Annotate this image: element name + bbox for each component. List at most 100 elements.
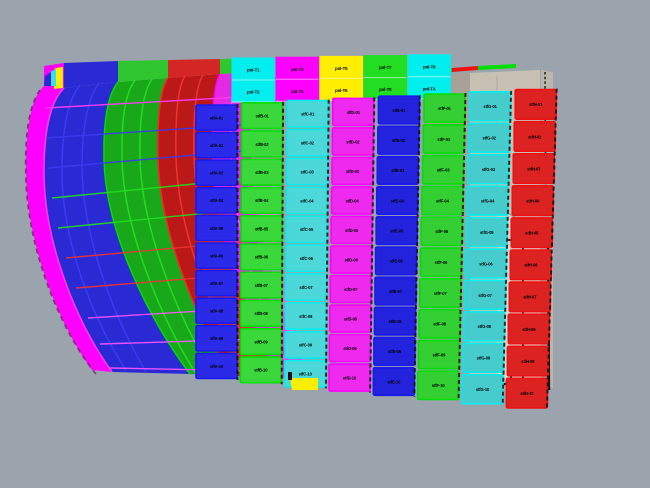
panel-cell[interactable]: stfB-03 bbox=[240, 158, 284, 186]
panel-cell-body[interactable] bbox=[464, 248, 508, 279]
panel-cell-body[interactable] bbox=[421, 154, 465, 185]
panel-cell[interactable]: stfF-05 bbox=[420, 216, 464, 247]
panel-cell[interactable]: stfB-05 bbox=[240, 214, 283, 243]
panel-cell[interactable]: stfD-07 bbox=[329, 274, 373, 304]
panel-cell-body[interactable] bbox=[376, 155, 420, 185]
panel-cell[interactable]: stfC-09 bbox=[284, 330, 327, 359]
panel-cell[interactable]: stfF-03 bbox=[421, 154, 465, 185]
panel-cell[interactable]: stfH-02 bbox=[513, 120, 557, 153]
top-row-cell[interactable]: pnl-T5 pnl-T6 bbox=[319, 55, 363, 101]
panel-cell-body[interactable] bbox=[195, 242, 238, 269]
panel-cell[interactable]: stfC-08 bbox=[284, 301, 328, 330]
panel-cell-body[interactable] bbox=[195, 187, 238, 214]
panel-cell[interactable]: stfG-09 bbox=[462, 342, 505, 374]
panel-cell[interactable]: stfF-01 bbox=[423, 93, 466, 124]
panel-cell[interactable]: stfF-06 bbox=[419, 247, 463, 278]
panel-cell[interactable]: stfF-09 bbox=[417, 339, 461, 370]
panel-cell-body[interactable] bbox=[330, 186, 374, 215]
panel-cell[interactable]: stfB-10 bbox=[239, 356, 283, 384]
panel-cell-body[interactable] bbox=[466, 185, 509, 216]
column-5-blue[interactable]: stfE-01 stfE-02 stfE-03 stfE-04 stfE-05 stfE-… bbox=[372, 95, 421, 397]
panel-cell-body[interactable] bbox=[372, 366, 416, 397]
panel-cell[interactable]: stfE-02 bbox=[377, 125, 420, 155]
panel-cell-body[interactable] bbox=[373, 336, 416, 366]
panel-cell[interactable]: stfA-09 bbox=[195, 324, 238, 352]
panel-cell[interactable]: stfC-07 bbox=[284, 273, 328, 302]
panel-cell[interactable]: stfF-02 bbox=[422, 124, 466, 154]
panel-cell[interactable]: stfA-02 bbox=[195, 131, 238, 159]
panel-cell[interactable]: stfE-01 bbox=[377, 95, 421, 125]
column-1-blue[interactable]: stfA-01 stfA-02 stfA-03 stfA-04 stfA-05 stfA-… bbox=[195, 104, 239, 380]
panel-cell[interactable]: stfH-03 bbox=[512, 152, 556, 185]
panel-cell[interactable]: stfH-06 bbox=[509, 249, 553, 281]
panel-cell-body[interactable] bbox=[195, 214, 238, 242]
panel-cell[interactable]: stfA-07 bbox=[195, 269, 238, 297]
panel-cell[interactable]: stfB-08 bbox=[239, 299, 283, 328]
panel-cell[interactable]: stfF-04 bbox=[421, 185, 464, 216]
column-8-red[interactable]: stfH-01 stfH-02 stfH-03 stfH-04 stfH-05 stfH-… bbox=[505, 88, 558, 410]
top-row-cell[interactable]: pnl-T1 pnl-T2 bbox=[231, 57, 275, 103]
panel-cell[interactable]: stfH-04 bbox=[511, 185, 555, 217]
panel-cell[interactable]: stfD-02 bbox=[331, 127, 375, 156]
panel-cell-body[interactable] bbox=[329, 304, 372, 333]
panel-cell[interactable]: stfG-01 bbox=[468, 91, 512, 122]
panel-cell-body[interactable] bbox=[195, 104, 238, 131]
panel-cell[interactable]: stfG-04 bbox=[466, 185, 509, 216]
panel-cell[interactable]: stfC-03 bbox=[285, 157, 329, 186]
panel-cell[interactable]: stfA-01 bbox=[195, 104, 238, 131]
panel-cell[interactable]: stfE-10 bbox=[372, 366, 416, 397]
column-7-cyan[interactable]: stfG-01 stfG-02 stfG-03 stfG-04 stfG-05 stfG-… bbox=[461, 90, 513, 406]
panel-cell[interactable]: stfC-04 bbox=[285, 186, 329, 215]
panel-cell[interactable]: stfG-05 bbox=[465, 216, 509, 248]
panel-cell[interactable]: stfB-06 bbox=[240, 243, 283, 271]
panel-cell-body[interactable] bbox=[416, 370, 460, 401]
panel-cell[interactable]: stfE-07 bbox=[374, 276, 417, 306]
panel-cell[interactable]: stfG-07 bbox=[463, 279, 507, 311]
panel-cell[interactable]: stfG-03 bbox=[467, 153, 510, 185]
panel-cell[interactable]: stfB-02 bbox=[240, 130, 284, 158]
panel-cell[interactable]: stfA-04 bbox=[195, 187, 238, 214]
panel-cell[interactable]: stfE-03 bbox=[376, 155, 420, 185]
panel-cell[interactable]: stfD-06 bbox=[329, 245, 373, 274]
panel-cell-body[interactable] bbox=[195, 131, 238, 159]
panel-cell[interactable]: stfD-01 bbox=[331, 97, 375, 127]
panel-cell[interactable]: stfA-03 bbox=[195, 159, 238, 187]
panel-cell[interactable]: stfH-01 bbox=[514, 88, 558, 120]
panel-cell-body[interactable] bbox=[374, 276, 417, 306]
panel-cell[interactable]: stfH-10 bbox=[505, 377, 549, 409]
panel-cell-body[interactable] bbox=[418, 277, 462, 308]
panel-cell-body[interactable] bbox=[330, 215, 373, 245]
panel-cell[interactable]: stfF-07 bbox=[418, 277, 462, 308]
panel-cell[interactable]: stfH-07 bbox=[508, 281, 552, 313]
panel-cell[interactable]: stfE-08 bbox=[373, 306, 417, 336]
panel-cell[interactable]: stfA-05 bbox=[195, 214, 238, 242]
panel-cell-body[interactable] bbox=[284, 244, 328, 273]
column-3-cyan[interactable]: stfC-01 stfC-02 stfC-03 stfC-04 stfC-05 stfC-… bbox=[283, 99, 330, 389]
panel-cell[interactable]: stfA-10 bbox=[195, 352, 238, 380]
panel-cell[interactable]: stfB-09 bbox=[239, 327, 283, 356]
panel-cell-body[interactable] bbox=[461, 373, 504, 405]
panel-cell-body[interactable] bbox=[510, 217, 554, 249]
panel-cell[interactable]: stfD-03 bbox=[331, 156, 374, 186]
panel-cell[interactable]: stfC-05 bbox=[285, 215, 328, 244]
panel-cell[interactable]: stfD-10 bbox=[328, 363, 371, 392]
stiffener-panel-columns[interactable]: stfA-01 stfA-02 stfA-03 stfA-04 stfA-05 stfA-… bbox=[195, 88, 558, 410]
column-2-green[interactable]: stfB-01 stfB-02 stfB-03 stfB-04 stfB-05 stfB-… bbox=[239, 101, 285, 385]
panel-cell[interactable]: stfB-04 bbox=[240, 186, 283, 215]
panel-cell-body[interactable] bbox=[374, 246, 418, 276]
panel-cell-body[interactable] bbox=[240, 102, 284, 130]
panel-cell-body[interactable] bbox=[195, 159, 238, 187]
panel-cell[interactable]: stfB-07 bbox=[239, 271, 283, 299]
panel-cell[interactable]: stfD-05 bbox=[330, 215, 373, 245]
panel-cell-body[interactable] bbox=[506, 345, 550, 377]
panel-cell-body[interactable] bbox=[513, 120, 557, 153]
panel-cell[interactable]: stfG-10 bbox=[461, 373, 504, 405]
panel-cell-body[interactable] bbox=[508, 281, 552, 313]
top-row-cell[interactable]: pnl-T7 pnl-T8 bbox=[363, 55, 407, 101]
panel-cell[interactable]: stfC-02 bbox=[286, 128, 329, 157]
column-4-magenta[interactable]: stfD-01 stfD-02 stfD-03 stfD-04 stfD-05 stfD-… bbox=[328, 97, 376, 393]
panel-cell-body[interactable] bbox=[467, 122, 511, 153]
panel-cell[interactable]: stfG-08 bbox=[462, 311, 506, 342]
